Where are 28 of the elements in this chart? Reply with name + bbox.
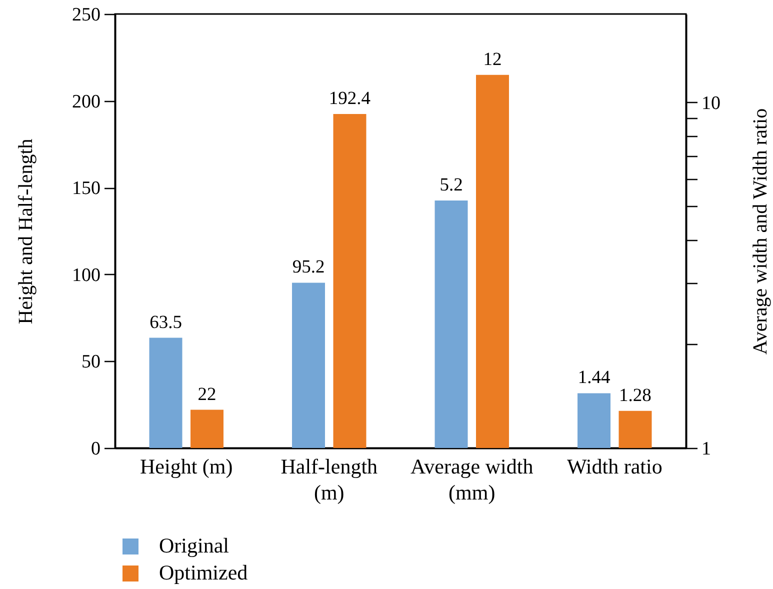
data-label: 5.2 (440, 175, 463, 196)
bar (149, 338, 182, 448)
y-tick-label: 150 (72, 178, 100, 200)
data-label: 95.2 (292, 258, 325, 278)
data-label: 1.28 (619, 386, 652, 406)
bar (333, 114, 366, 448)
y2-axis-title: Average width and Width ratio (750, 108, 772, 355)
y2-tick-label: 10 (702, 92, 720, 114)
legend-label: Optimized (159, 560, 248, 584)
y-tick-label: 200 (72, 91, 100, 112)
x-tick-label: Height (m) (140, 454, 233, 478)
y-tick-label: 100 (72, 264, 100, 286)
y2-tick-label: 1 (702, 438, 711, 460)
data-label: 22 (198, 384, 216, 405)
data-label: 63.5 (150, 312, 182, 333)
x-tick-label: Width ratio (566, 454, 662, 478)
data-label: 12 (483, 50, 502, 70)
x-tick-label: Average width (mm) (410, 454, 534, 504)
bar (190, 410, 224, 448)
y-axis-title: Height and Half-length (15, 138, 37, 324)
legend-label: Original (159, 534, 230, 558)
bar (292, 282, 325, 448)
x-tick-label: Half-length (m) (280, 454, 378, 504)
y-tick-label: 250 (72, 4, 100, 26)
y-tick-label: 50 (82, 352, 100, 373)
y-tick-label: 0 (91, 438, 100, 460)
data-label: 192.4 (328, 88, 371, 109)
data-label: 1.44 (578, 368, 610, 388)
